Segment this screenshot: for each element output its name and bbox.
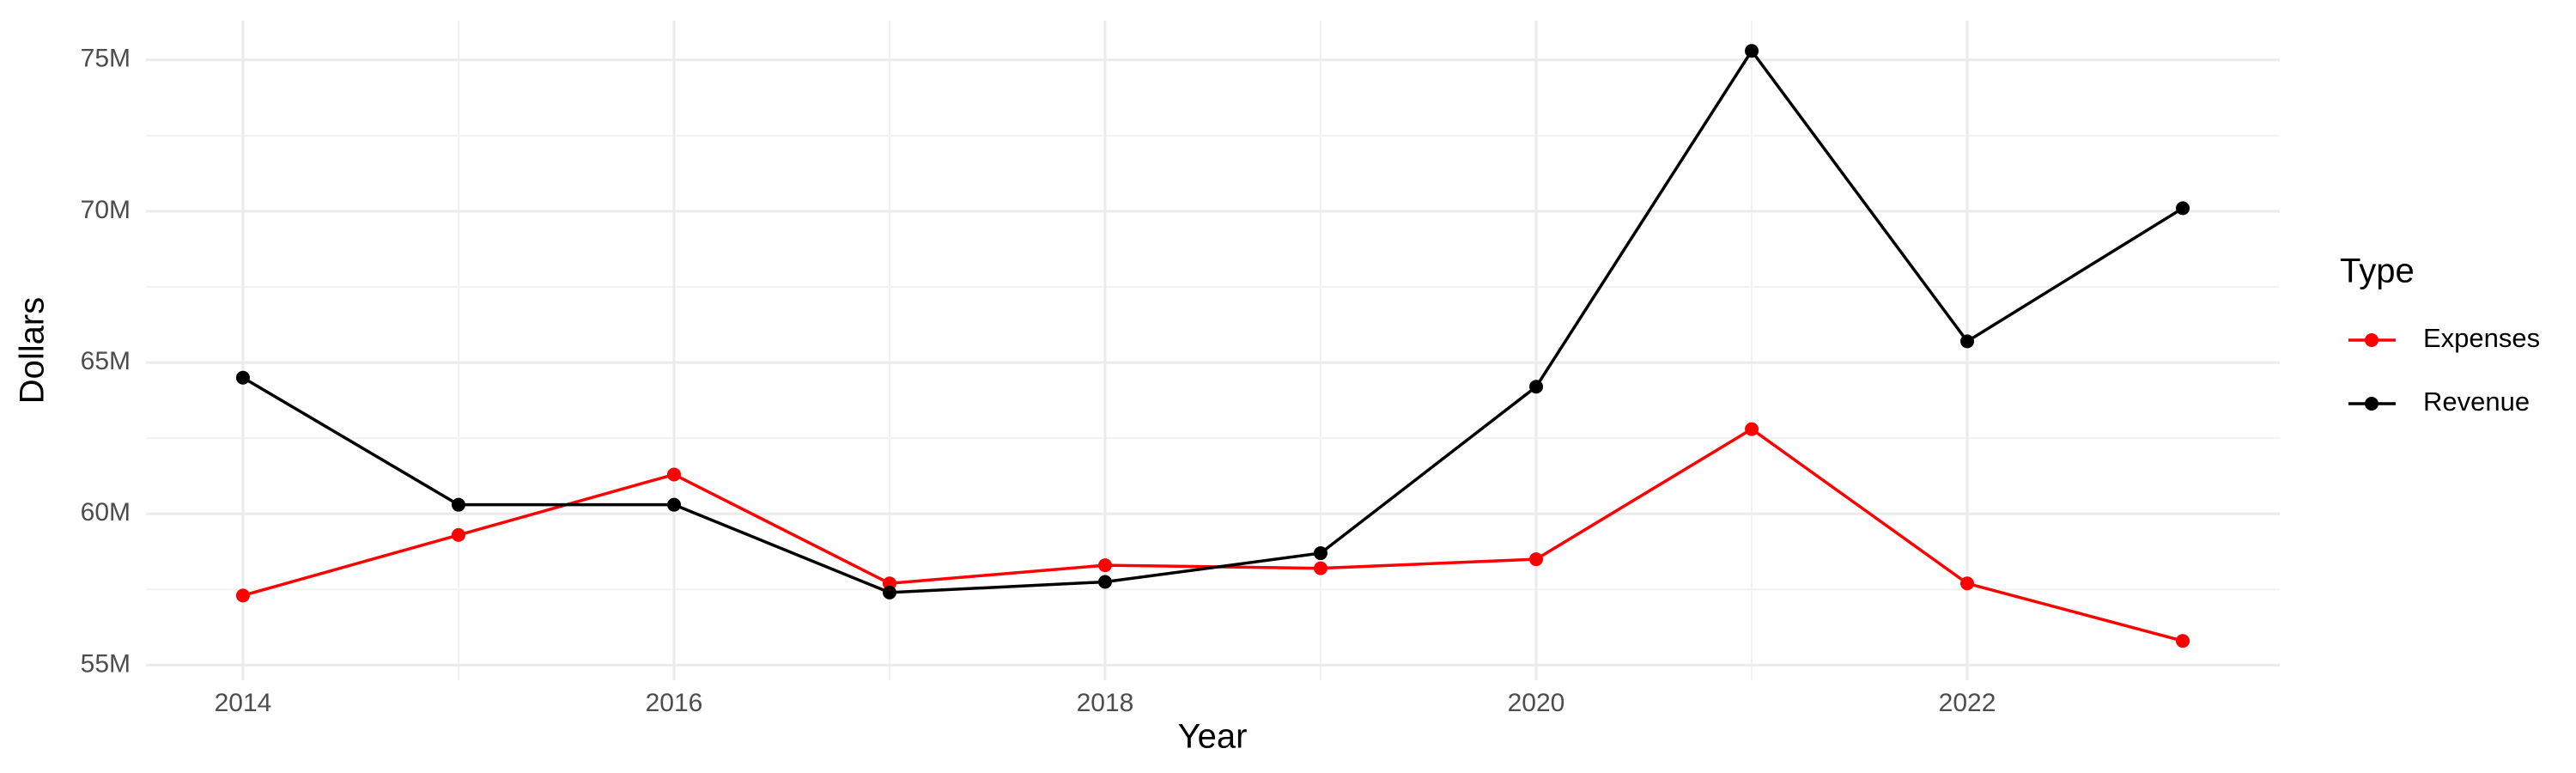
data-point: [666, 467, 681, 482]
x-axis-title: Year: [1178, 718, 1248, 756]
legend-title: Type: [2340, 253, 2415, 290]
data-point: [666, 497, 681, 512]
series-line: [242, 48, 2184, 594]
data-point: [882, 585, 896, 600]
data-point: [1960, 576, 1975, 591]
data-point: [2176, 201, 2190, 216]
x-tick-label: 2016: [646, 689, 703, 717]
data-point: [1529, 552, 1544, 567]
y-tick-label: 75M: [81, 45, 131, 73]
legend-key-point: [2365, 397, 2379, 411]
data-point: [451, 497, 465, 512]
data-point: [1314, 561, 1328, 575]
series-line: [242, 427, 2184, 642]
data-point: [1529, 380, 1544, 394]
data-point: [1097, 575, 1112, 589]
y-tick-label: 55M: [81, 649, 131, 678]
x-tick-label: 2014: [215, 689, 272, 717]
x-tick-label: 2020: [1508, 689, 1565, 717]
x-tick-label: 2022: [1939, 689, 1996, 717]
legend-label: Revenue: [2423, 386, 2530, 417]
data-point: [235, 588, 250, 603]
y-tick-label: 60M: [81, 498, 131, 526]
data-point: [1097, 558, 1112, 573]
data-point: [1960, 334, 1975, 349]
data-point: [235, 370, 250, 385]
x-tick-label: 2018: [1077, 689, 1134, 717]
data-point: [1745, 44, 1759, 58]
y-tick-label: 65M: [81, 347, 131, 375]
legend-key-point: [2365, 333, 2379, 347]
data-point: [1314, 546, 1328, 561]
data-point: [2176, 634, 2190, 648]
y-tick-label: 70M: [81, 196, 131, 224]
data-point: [1745, 422, 1759, 436]
data-point: [451, 527, 465, 542]
y-axis-title: Dollars: [14, 297, 52, 404]
legend-label: Expenses: [2423, 323, 2540, 353]
